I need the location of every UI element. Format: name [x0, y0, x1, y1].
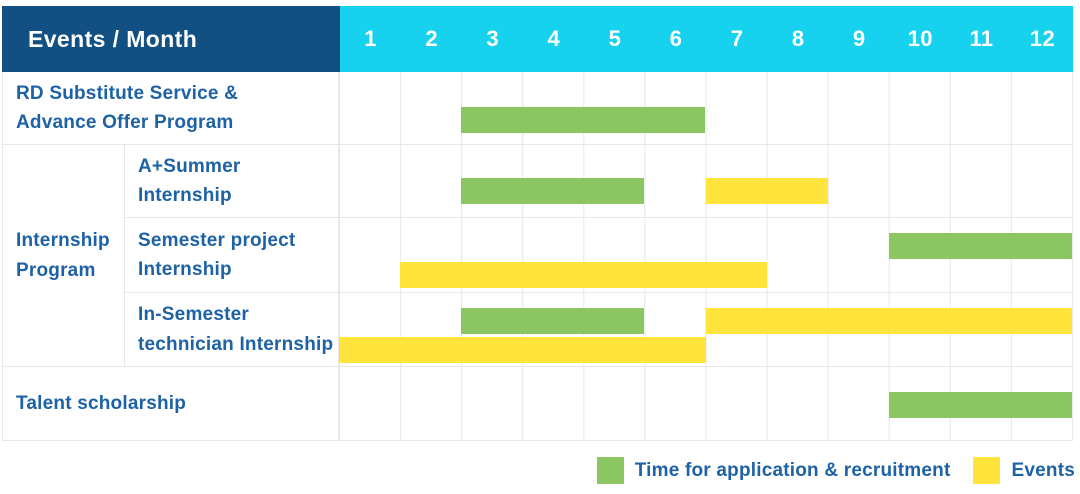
month-header-12: 12: [1029, 26, 1055, 51]
row-label-rd-substitute-service: RD Substitute Service & Advance Offer Pr…: [3, 72, 339, 145]
row-label-in-semester-technician-internship: In-Semester technician Internship: [125, 293, 339, 367]
table-title: Events / Month: [2, 6, 340, 72]
month-header-3: 3: [486, 26, 499, 51]
group-label-internship-program: Internship Program: [3, 145, 125, 367]
chart-row-a-plus-summer-internship: [339, 145, 1072, 218]
events-month-table: Events / Month 1 2 3 4 5 6 7 8 9 10 11 1…: [2, 6, 1073, 441]
chart-row-talent-scholarship: [339, 367, 1072, 441]
legend-item-application: Time for application & recruitment: [596, 457, 951, 484]
event-color-swatch: [973, 457, 1001, 484]
event-bar: [339, 337, 706, 363]
legend: Time for application & recruitment Event…: [596, 457, 1075, 484]
application-bar: [461, 178, 645, 204]
event-bar: [400, 262, 767, 288]
month-header-1: 1: [364, 26, 377, 51]
row-label-semester-project-internship: Semester project Internship: [125, 218, 339, 293]
month-header-row: 1 2 3 4 5 6 7 8 9 10 11 12: [340, 6, 1073, 72]
application-bar: [888, 392, 1072, 418]
legend-item-events: Events: [973, 457, 1075, 484]
month-header-7: 7: [730, 26, 744, 51]
month-header-5: 5: [608, 26, 622, 51]
event-bar: [705, 308, 1072, 334]
legend-label-events: Events: [1011, 459, 1075, 481]
month-header-9: 9: [852, 26, 866, 51]
chart-row-rd-substitute-service: [339, 72, 1072, 145]
table-title-text: Events / Month: [28, 25, 198, 52]
month-header-2: 2: [425, 26, 438, 51]
month-header-11: 11: [969, 26, 994, 51]
row-label-a-plus-summer-internship: A+Summer Internship: [125, 145, 339, 218]
month-header-6: 6: [669, 26, 683, 51]
application-bar: [888, 233, 1072, 259]
application-color-swatch: [596, 457, 624, 484]
row-label-talent-scholarship: Talent scholarship: [3, 367, 339, 441]
month-header-8: 8: [791, 26, 805, 51]
application-bar: [461, 107, 706, 133]
event-bar: [705, 178, 828, 204]
chart-row-semester-project-internship: [339, 218, 1072, 293]
table-body: RD Substitute Service & Advance Offer Pr…: [2, 72, 1073, 441]
month-header-4: 4: [547, 26, 561, 51]
chart-row-in-semester-technician-internship: [339, 293, 1072, 367]
application-bar: [461, 308, 645, 334]
month-header-10: 10: [907, 26, 933, 51]
legend-label-application: Time for application & recruitment: [634, 459, 951, 481]
table-header-row: Events / Month 1 2 3 4 5 6 7 8 9 10 11 1…: [2, 6, 1073, 72]
